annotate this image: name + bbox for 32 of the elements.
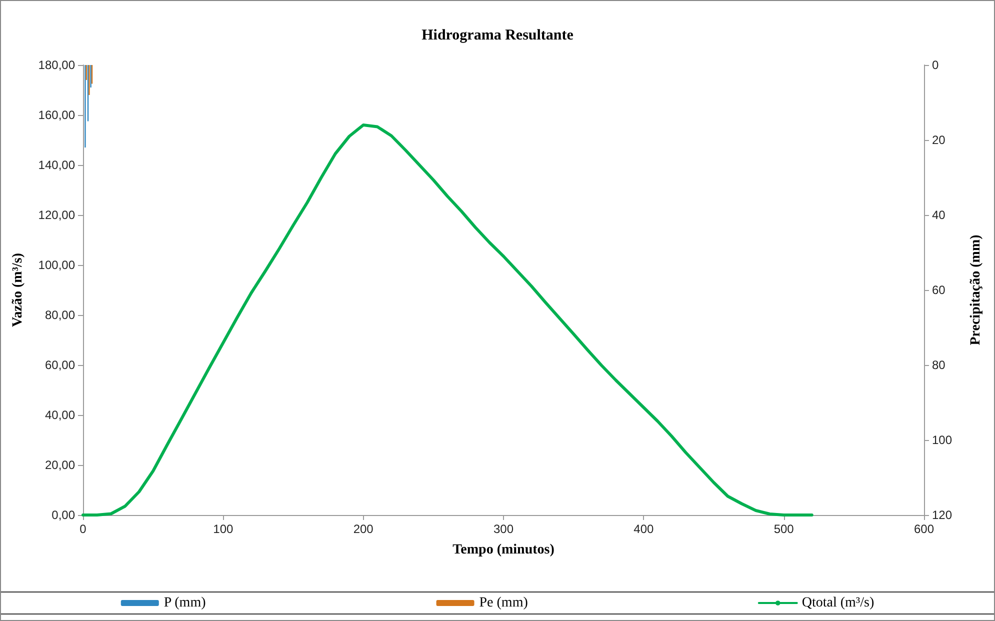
x-tick-label: 300 (493, 522, 514, 536)
y-tick-label: 100,00 (38, 258, 76, 272)
line-series (82, 124, 814, 516)
x-tick-label: 500 (774, 522, 794, 536)
y-tick-label: 120,00 (38, 208, 76, 222)
x-tick-label: 600 (914, 522, 934, 536)
y-tick-label: 140,00 (38, 158, 76, 172)
x-tick-label: 400 (634, 522, 654, 536)
y-tick-label: 180,00 (38, 58, 76, 72)
y2-tick-label: 120 (932, 508, 952, 522)
y-tick-label: 20,00 (44, 458, 76, 472)
x-axis-title: Tempo (minutos) (452, 542, 555, 558)
y2-tick-label: 20 (932, 133, 946, 147)
y-tick-label: 0,00 (52, 508, 76, 522)
y2-tick-label: 40 (932, 208, 946, 222)
y2-tick-label: 60 (932, 283, 946, 297)
y2-axis-title: Precipitação (mm) (968, 234, 984, 346)
y-tick-label: 80,00 (44, 308, 76, 322)
y-axis-title: Vazão (m³/s) (10, 252, 26, 328)
legend-label: P (mm) (164, 596, 206, 610)
chart-title: Hidrograma Resultante (422, 28, 574, 44)
x-tick-label: 0 (80, 522, 87, 536)
y2-tick-label: 100 (932, 433, 952, 447)
y-tick-label: 160,00 (38, 108, 76, 122)
legend-label: Qtotal (m³/s) (802, 596, 874, 610)
x-tick-label: 100 (213, 522, 234, 536)
y2-tick-label: 0 (932, 58, 939, 72)
y-tick-label: 60,00 (44, 358, 76, 372)
legend-label: Pe (mm) (479, 596, 528, 610)
y-tick-label: 40,00 (44, 408, 76, 422)
x-tick-label: 200 (353, 522, 374, 536)
y2-tick-label: 80 (932, 358, 946, 372)
